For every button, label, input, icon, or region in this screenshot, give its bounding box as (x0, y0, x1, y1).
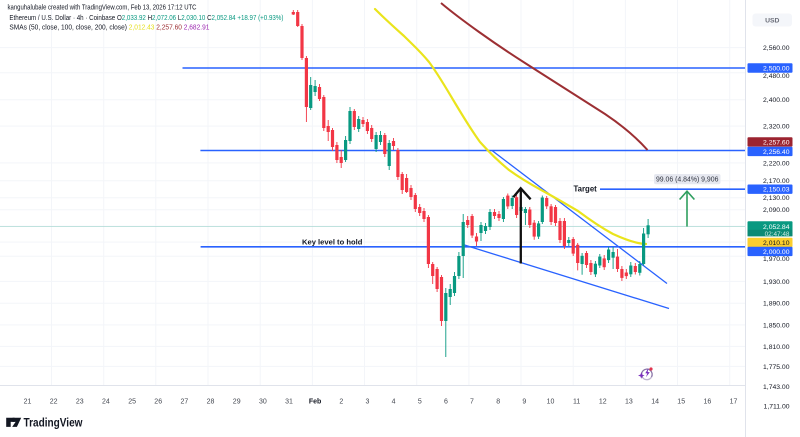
svg-text:1,930.00: 1,930.00 (763, 279, 790, 286)
svg-text:1,711.00: 1,711.00 (764, 403, 790, 410)
svg-text:25: 25 (128, 399, 136, 406)
svg-text:10: 10 (547, 399, 555, 406)
svg-text:Feb: Feb (309, 399, 321, 406)
svg-text:USD: USD (765, 18, 779, 25)
svg-text:3: 3 (365, 399, 369, 406)
svg-text:SMAs (50, close, 100, close, 2: SMAs (50, close, 100, close, 200, close)… (9, 25, 209, 32)
svg-text:1,850.00: 1,850.00 (763, 322, 790, 329)
svg-text:1,775.00: 1,775.00 (763, 364, 790, 371)
svg-text:2,010.10: 2,010.10 (763, 240, 790, 247)
svg-text:2,150.03: 2,150.03 (763, 187, 790, 194)
svg-text:TradingView: TradingView (24, 415, 84, 429)
svg-text:kanguhalubale created with Tra: kanguhalubale created with TradingView.c… (8, 5, 197, 12)
svg-text:9: 9 (522, 399, 526, 406)
svg-text:8: 8 (496, 399, 500, 406)
svg-text:1,810.00: 1,810.00 (763, 344, 790, 351)
svg-text:17: 17 (730, 399, 738, 406)
svg-text:27: 27 (181, 399, 189, 406)
svg-text:2: 2 (339, 399, 343, 406)
svg-text:22: 22 (50, 399, 58, 406)
svg-text:2,130.00: 2,130.00 (763, 195, 790, 202)
svg-text:2,052.84: 2,052.84 (763, 224, 790, 231)
svg-text:02:47:48: 02:47:48 (765, 231, 790, 238)
svg-text:5: 5 (418, 399, 422, 406)
svg-text:7: 7 (470, 399, 474, 406)
svg-text:99.06 (4.84%) 9,906: 99.06 (4.84%) 9,906 (656, 177, 719, 184)
svg-text:Key level to hold: Key level to hold (302, 237, 363, 246)
svg-text:12: 12 (599, 399, 607, 406)
svg-text:16: 16 (704, 399, 712, 406)
svg-text:2,220.00: 2,220.00 (763, 160, 790, 167)
svg-text:2,170.00: 2,170.00 (763, 178, 790, 185)
svg-text:28: 28 (207, 399, 215, 406)
svg-text:Ethereum / U.S. Dollar · 4h ·: Ethereum / U.S. Dollar · 4h · Coinbase O… (9, 15, 283, 22)
svg-text:2,256.40: 2,256.40 (763, 149, 790, 156)
svg-text:2,090.00: 2,090.00 (763, 207, 790, 214)
svg-text:29: 29 (233, 399, 241, 406)
svg-text:2,500.00: 2,500.00 (763, 66, 790, 73)
svg-text:14: 14 (651, 399, 659, 406)
svg-text:30: 30 (259, 399, 267, 406)
svg-text:2,400.00: 2,400.00 (763, 97, 790, 104)
svg-text:13: 13 (625, 399, 633, 406)
svg-text:24: 24 (102, 399, 110, 406)
svg-text:31: 31 (285, 399, 293, 406)
svg-text:2,480.00: 2,480.00 (763, 73, 790, 80)
svg-text:2,257.60: 2,257.60 (763, 139, 790, 146)
svg-text:26: 26 (154, 399, 162, 406)
svg-text:21: 21 (24, 399, 32, 406)
svg-text:2,000.00: 2,000.00 (763, 249, 790, 256)
svg-text:1,890.00: 1,890.00 (763, 301, 790, 308)
svg-text:15: 15 (677, 399, 685, 406)
svg-text:1,743.00: 1,743.00 (763, 384, 790, 391)
svg-text:2,560.00: 2,560.00 (763, 45, 790, 52)
svg-text:11: 11 (573, 399, 580, 406)
svg-text:Target: Target (574, 185, 598, 194)
svg-text:23: 23 (76, 399, 84, 406)
svg-text:4: 4 (392, 399, 396, 406)
svg-text:6: 6 (444, 399, 448, 406)
svg-text:2,320.00: 2,320.00 (763, 124, 790, 131)
svg-text:1,970.00: 1,970.00 (763, 256, 790, 263)
